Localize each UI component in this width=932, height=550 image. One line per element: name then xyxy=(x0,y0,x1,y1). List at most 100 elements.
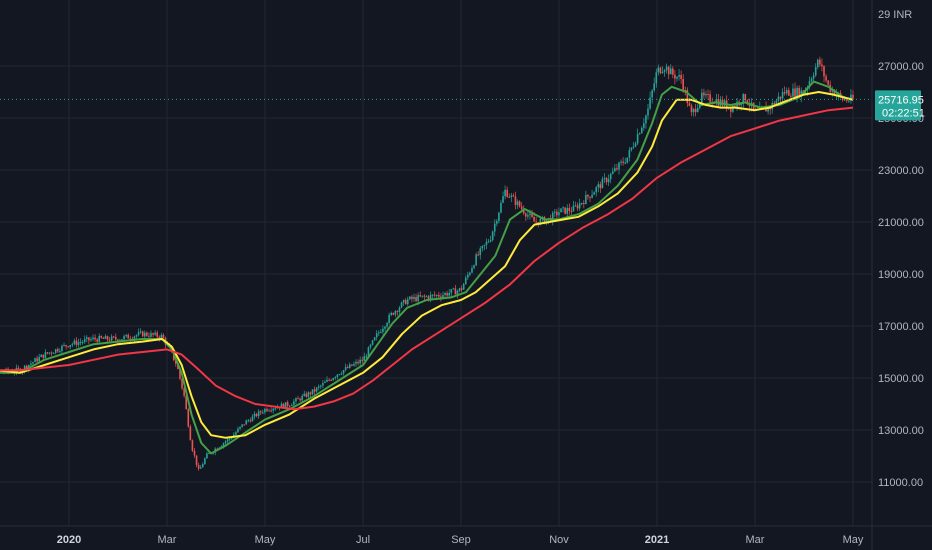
candle-body xyxy=(574,205,577,207)
candle-body xyxy=(257,411,260,417)
candle-body xyxy=(195,455,198,465)
candle-body xyxy=(380,331,382,333)
candle-body xyxy=(508,196,511,198)
candle-body xyxy=(88,337,90,341)
candle-body xyxy=(367,347,370,357)
candle-body xyxy=(804,90,807,94)
candle-body xyxy=(28,364,30,369)
candle-body xyxy=(514,196,517,206)
candle-body xyxy=(481,245,484,249)
candle-body xyxy=(850,94,852,101)
candle-body xyxy=(775,100,778,105)
candle-body xyxy=(185,395,188,410)
candle-body xyxy=(264,408,266,413)
candle-body xyxy=(655,72,658,84)
candle-body xyxy=(742,94,745,105)
candle-body xyxy=(696,107,699,112)
candle-body xyxy=(346,367,349,369)
candle-body xyxy=(471,268,473,273)
moving-average-line xyxy=(0,106,854,411)
candle-body xyxy=(351,364,353,366)
candle-body xyxy=(44,352,47,358)
candle-body xyxy=(618,162,620,170)
candle-body xyxy=(357,361,359,364)
candle-body xyxy=(659,67,662,74)
candle-body xyxy=(189,426,192,441)
candle-body xyxy=(73,340,76,344)
candle-body xyxy=(485,241,488,245)
candle-body xyxy=(193,450,196,456)
candle-body xyxy=(191,440,194,451)
candle-body xyxy=(386,322,388,327)
candle-body xyxy=(222,443,225,447)
time-axis[interactable]: 212020MarMayJulSepNov2021MarMay xyxy=(0,534,864,546)
candle-body xyxy=(493,223,496,232)
candle-body xyxy=(40,354,43,358)
candle-body xyxy=(363,356,366,361)
candle-body xyxy=(703,92,705,96)
candle-body xyxy=(446,292,448,296)
candle-body xyxy=(313,389,316,392)
candle-body xyxy=(409,296,411,300)
candle-body xyxy=(106,336,109,340)
price-axis[interactable]: 11000.00 13000.00 15000.00 17000.00 19000.00… xyxy=(878,61,924,489)
candle-body xyxy=(647,108,649,116)
candle-body xyxy=(79,341,82,343)
moving-average-line xyxy=(0,80,854,455)
candle-body xyxy=(326,379,328,382)
candle-body xyxy=(146,332,148,336)
candle-body xyxy=(589,196,591,198)
candle-body xyxy=(133,336,136,339)
candle-body xyxy=(568,207,571,211)
candle-body xyxy=(359,359,361,364)
candle-body xyxy=(522,208,525,214)
candle-body xyxy=(831,89,834,92)
currency-label: 29 INR xyxy=(878,9,912,21)
chart-grid xyxy=(0,0,872,526)
candle-body xyxy=(423,295,426,297)
candle-body xyxy=(672,68,674,75)
candle-body xyxy=(425,296,428,298)
candle-body xyxy=(228,438,231,440)
candle-body xyxy=(694,108,697,112)
candle-body xyxy=(392,312,395,315)
candle-body xyxy=(382,328,384,332)
candle-body xyxy=(340,373,343,375)
candle-body xyxy=(477,254,479,256)
candle-body xyxy=(467,274,469,278)
candle-body xyxy=(821,64,823,67)
candle-body xyxy=(245,420,248,425)
candle-body xyxy=(686,90,689,104)
candle-body xyxy=(814,67,817,76)
candle-body xyxy=(785,90,788,94)
candle-body xyxy=(558,212,560,216)
candle-body xyxy=(438,294,440,297)
candle-body xyxy=(605,178,608,183)
candle-body xyxy=(591,194,593,198)
candle-body xyxy=(301,395,303,401)
candle-body xyxy=(342,370,345,374)
candle-body xyxy=(183,388,185,396)
candle-body xyxy=(334,377,337,379)
candle-body xyxy=(489,239,492,242)
candle-body xyxy=(788,90,790,96)
candle-body xyxy=(510,195,513,198)
candle-body xyxy=(744,94,747,101)
candle-body xyxy=(667,66,670,75)
candle-body xyxy=(148,335,150,337)
candle-body xyxy=(634,143,637,147)
candle-body xyxy=(808,81,811,87)
candle-body xyxy=(614,168,616,172)
candle-body xyxy=(643,123,645,128)
candle-body xyxy=(75,340,78,345)
candle-body xyxy=(792,88,794,97)
candle-body xyxy=(442,295,444,298)
time-tick-label: 2021 xyxy=(645,534,669,546)
price-tick-label: 15000.00 xyxy=(878,373,924,385)
candle-body xyxy=(270,410,272,412)
candle-body xyxy=(197,464,200,469)
candle-body xyxy=(674,74,676,79)
candle-body xyxy=(454,288,457,295)
candle-body xyxy=(259,411,262,413)
